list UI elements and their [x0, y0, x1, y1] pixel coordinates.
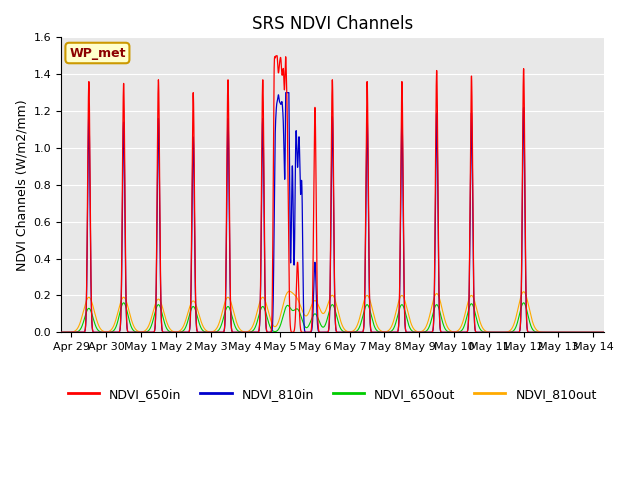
- Y-axis label: NDVI Channels (W/m2/mm): NDVI Channels (W/m2/mm): [15, 99, 28, 271]
- Text: WP_met: WP_met: [69, 47, 125, 60]
- Title: SRS NDVI Channels: SRS NDVI Channels: [252, 15, 413, 33]
- Legend: NDVI_650in, NDVI_810in, NDVI_650out, NDVI_810out: NDVI_650in, NDVI_810in, NDVI_650out, NDV…: [63, 383, 602, 406]
